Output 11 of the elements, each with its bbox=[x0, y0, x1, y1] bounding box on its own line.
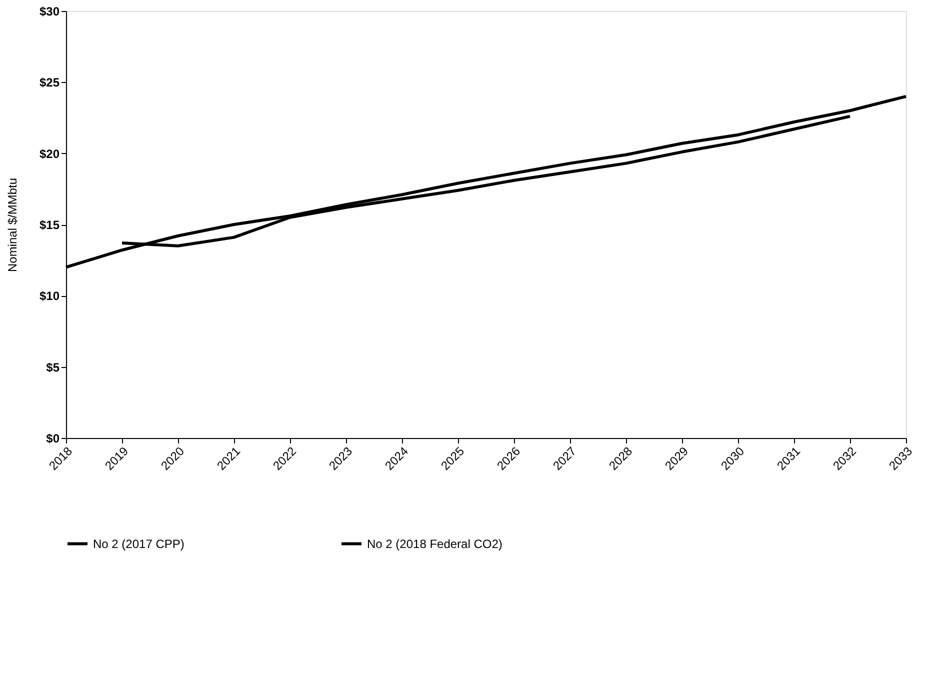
y-axis-title: Nominal $/MMbtu bbox=[5, 178, 20, 272]
y-tick-label: $25 bbox=[39, 76, 60, 90]
legend-label: No 2 (2017 CPP) bbox=[93, 536, 184, 551]
y-tick-label: $0 bbox=[46, 432, 60, 446]
y-tick-label: $30 bbox=[39, 4, 60, 18]
y-tick-label: $5 bbox=[46, 360, 60, 374]
y-tick-label: $10 bbox=[39, 289, 60, 304]
y-tick-label: $15 bbox=[39, 218, 60, 232]
legend-label: No 2 (2018 Federal CO2) bbox=[367, 536, 502, 551]
y-tick-label: $20 bbox=[39, 146, 60, 161]
line-series bbox=[120, 114, 852, 248]
